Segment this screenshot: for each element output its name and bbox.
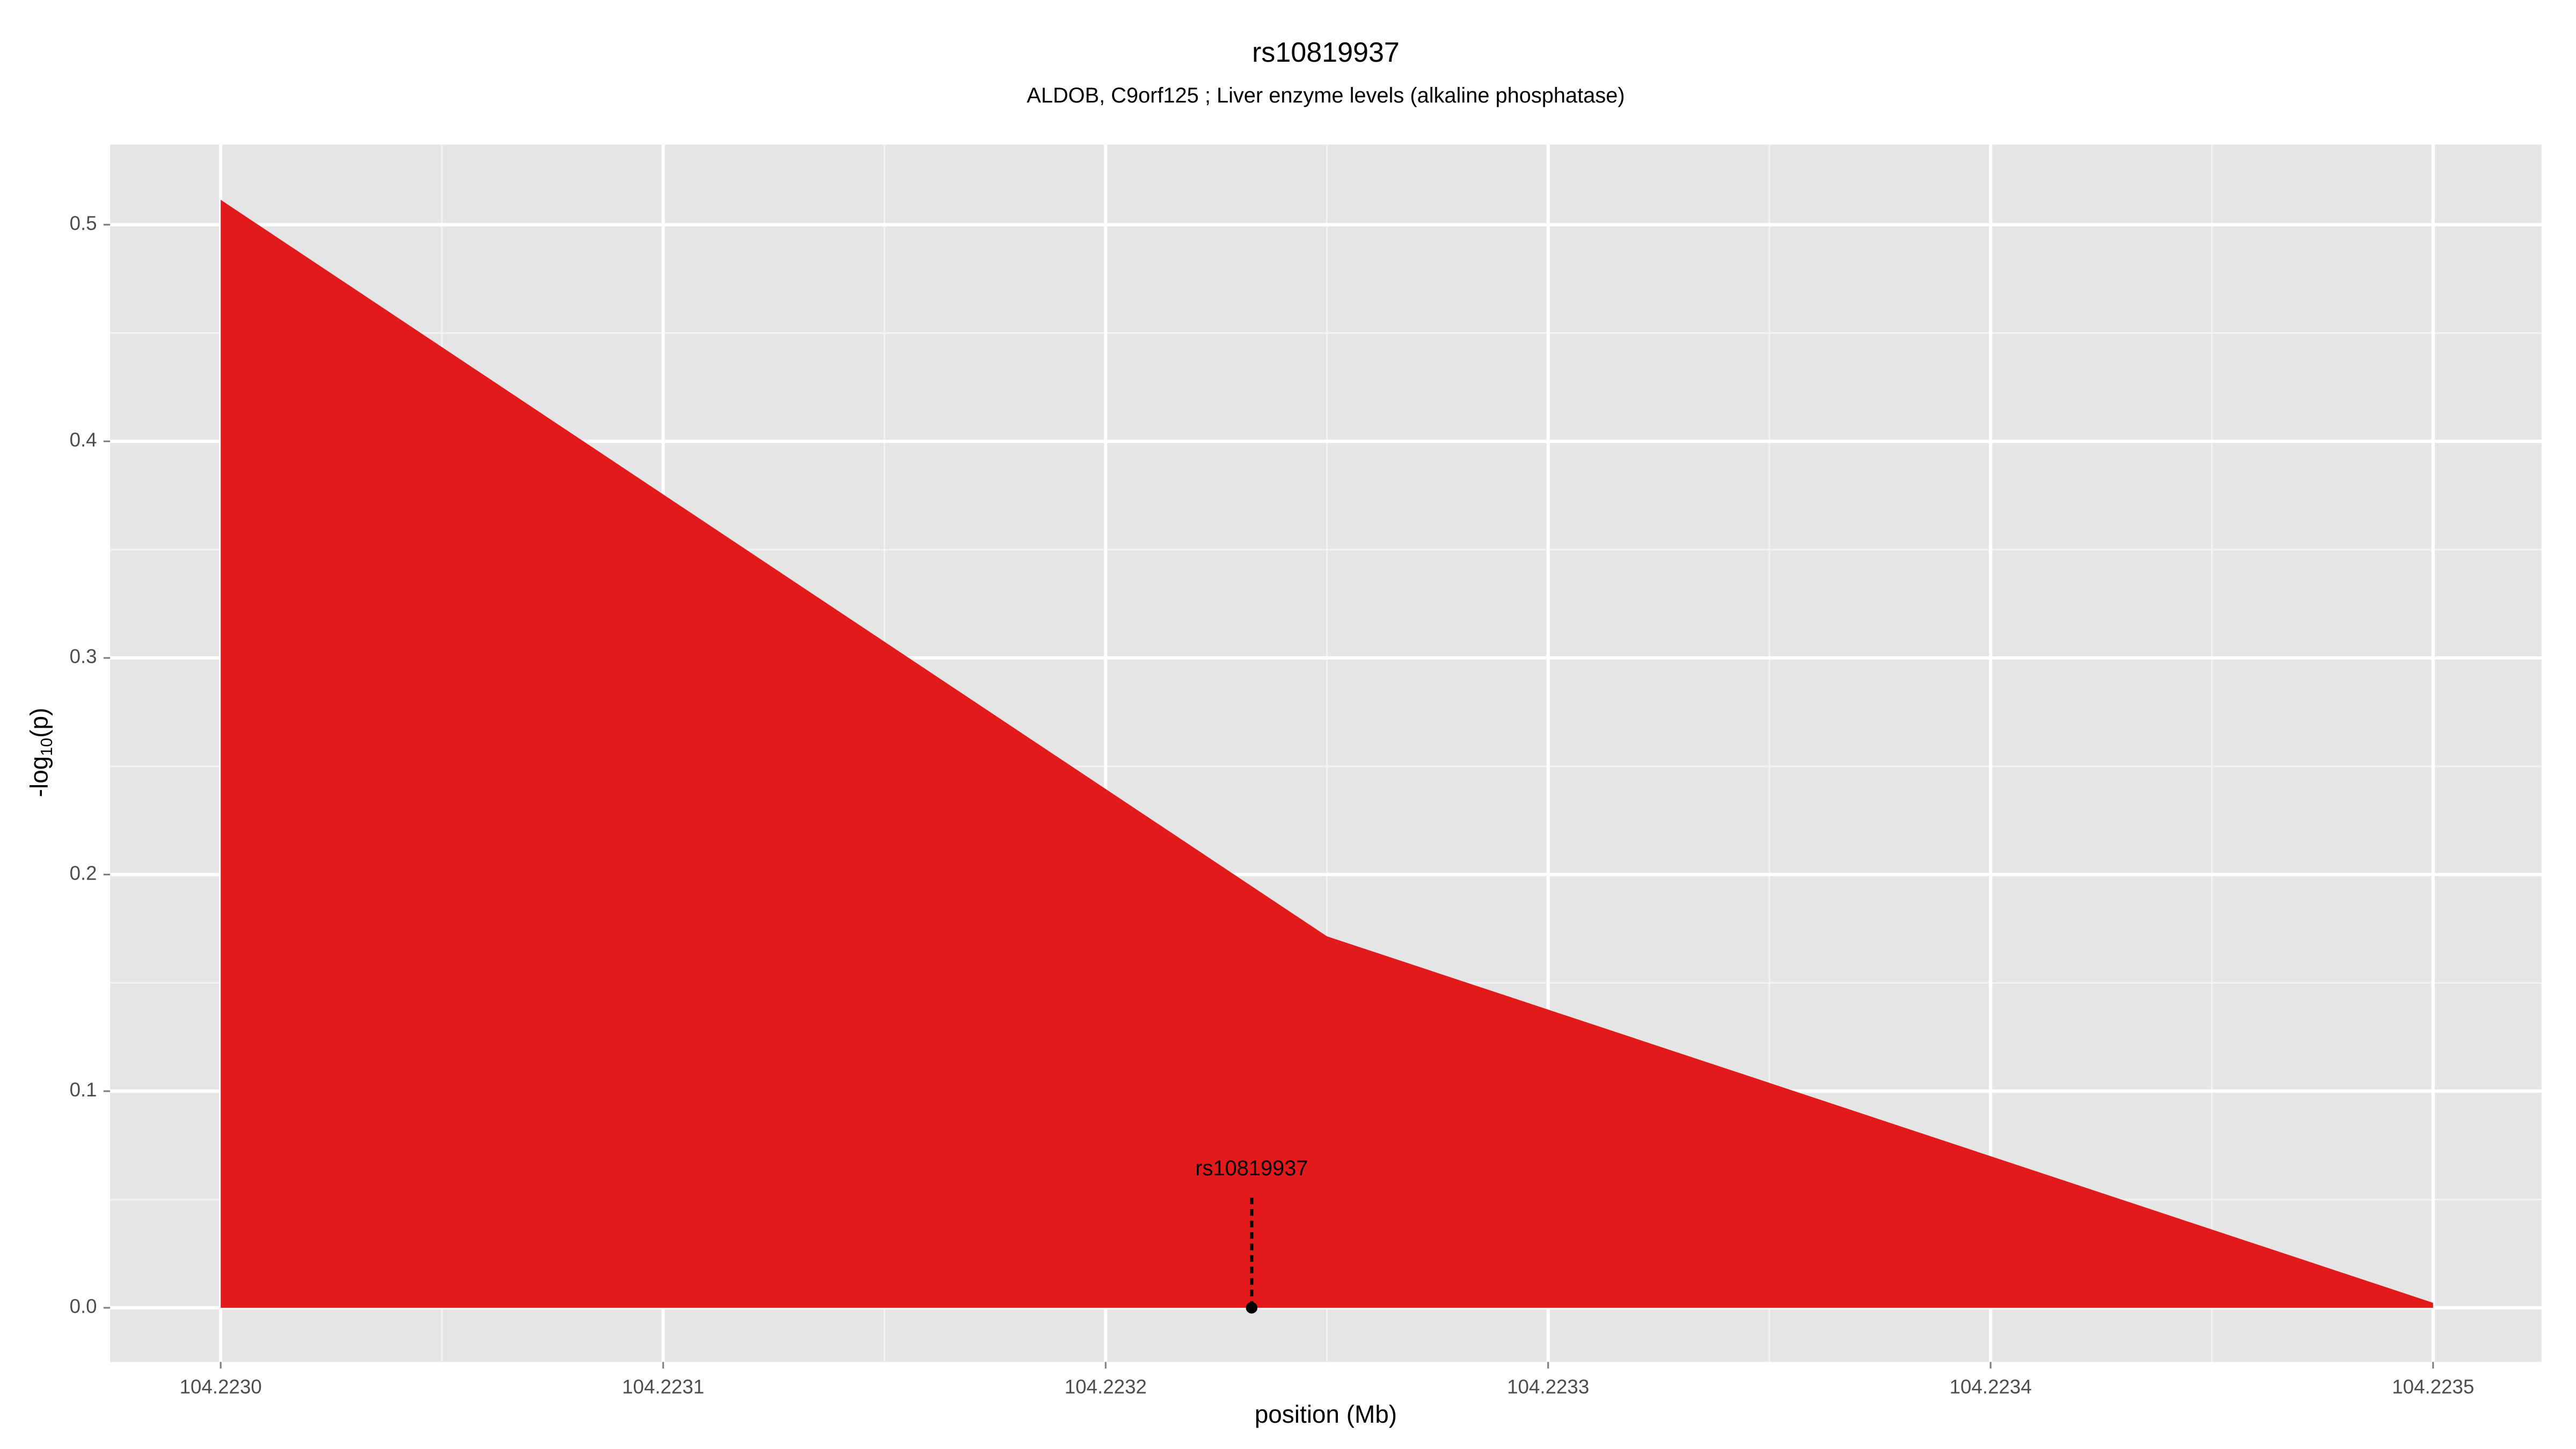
x-tick-label: 104.2231 <box>622 1375 704 1397</box>
x-tick-label: 104.2233 <box>1507 1375 1589 1397</box>
x-tick-label: 104.2234 <box>1950 1375 2032 1397</box>
y-label-prefix: -log <box>25 756 53 797</box>
chart-subtitle: ALDOB, C9orf125 ; Liver enzyme levels (a… <box>1027 84 1624 107</box>
y-tick-label: 0.5 <box>70 212 97 234</box>
y-axis-label: -log10(p) <box>25 708 56 797</box>
x-tick-label: 104.2232 <box>1065 1375 1147 1397</box>
y-tick-label: 0.1 <box>70 1079 97 1101</box>
x-axis-label: position (Mb) <box>1255 1400 1397 1428</box>
y-tick-label: 0.4 <box>70 429 97 451</box>
annotation-label: rs10819937 <box>1195 1157 1308 1180</box>
y-tick-label: 0.2 <box>70 862 97 884</box>
y-label-sub: 10 <box>38 738 56 756</box>
x-tick-label: 104.2230 <box>180 1375 262 1397</box>
y-tick-label: 0.3 <box>70 646 97 668</box>
marks: rs10819937 <box>221 200 2433 1314</box>
y-tick-label: 0.0 <box>70 1296 97 1318</box>
annotation-point <box>1246 1302 1258 1314</box>
x-tick-label: 104.2235 <box>2392 1375 2474 1397</box>
chart-title: rs10819937 <box>1252 37 1400 68</box>
area <box>221 200 2433 1308</box>
y-label-suffix: (p) <box>25 708 53 738</box>
